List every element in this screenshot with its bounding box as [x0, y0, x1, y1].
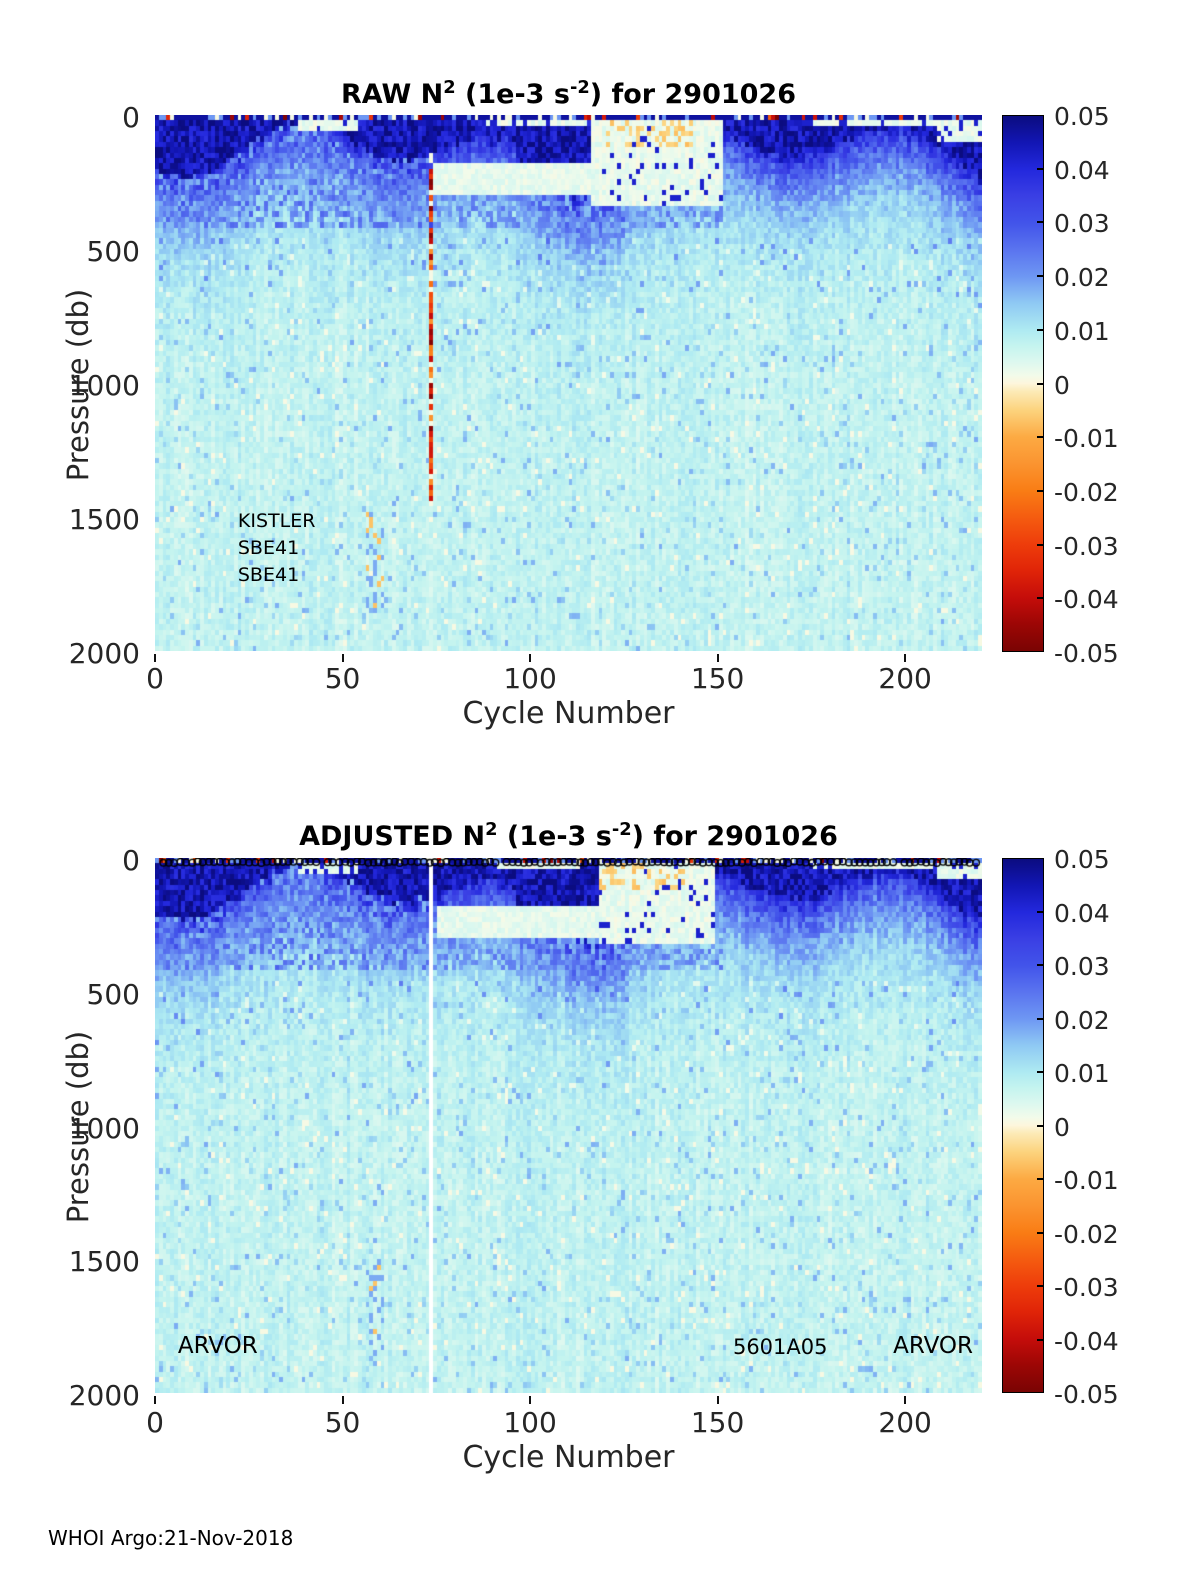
colorbar-tick-label: -0.02: [1054, 1219, 1119, 1249]
colorbar-tick-label: -0.04: [1054, 1326, 1119, 1356]
y-tick-label: 1000: [68, 1111, 140, 1145]
x-tick-label: 100: [503, 662, 557, 695]
colorbar-tick-label: 0.05: [1054, 102, 1110, 131]
x-tick-mark: [716, 1396, 719, 1404]
adjusted-x-axis-line: [155, 1394, 984, 1396]
colorbar-tick-mark: [1037, 1231, 1044, 1234]
x-tick-mark: [529, 654, 532, 662]
colorbar-tick-label: 0.03: [1054, 209, 1110, 239]
colorbar-tick-mark: [1037, 1071, 1044, 1073]
raw-plot-title: RAW N2 (1e-3 s-2) for 2901026: [155, 78, 982, 110]
plot-annotation: KISTLER: [237, 510, 316, 533]
colorbar-tick-label: -0.01: [1054, 1166, 1119, 1195]
title-sup: 2: [485, 819, 498, 840]
colorbar-tick-label: -0.03: [1054, 1273, 1119, 1302]
x-tick-label: 0: [146, 662, 164, 695]
colorbar-tick-mark: [1037, 436, 1044, 439]
y-tick-label: 0: [122, 101, 140, 134]
plot-annotation: ARVOR: [177, 1333, 258, 1360]
x-tick-label: 150: [690, 1406, 745, 1439]
colorbar-tick-label: 0.01: [1054, 316, 1110, 346]
y-tick-label: 500: [86, 235, 140, 268]
colorbar-tick-label: 0: [1054, 1112, 1070, 1142]
colorbar-tick-label: -0.03: [1054, 531, 1119, 561]
plot-annotation: ARVOR: [893, 1333, 973, 1360]
colorbar-tick-label: 0: [1054, 370, 1070, 400]
y-tick-label: 2000: [68, 637, 140, 670]
y-tick-label: 1500: [68, 503, 140, 536]
plot-annotation: SBE41: [237, 536, 300, 559]
colorbar-tick-label: 0.04: [1054, 898, 1110, 928]
colorbar-tick-mark: [1037, 167, 1044, 170]
colorbar-tick-mark: [1037, 489, 1044, 492]
plot-annotation: 5601A05: [732, 1334, 828, 1359]
colorbar-tick-mark: [1037, 328, 1044, 331]
colorbar-tick-label: 0.01: [1054, 1059, 1110, 1088]
x-tick-label: 150: [690, 662, 745, 695]
x-tick-mark: [154, 654, 156, 662]
colorbar-tick-label: 0.02: [1054, 1005, 1110, 1035]
y-tick-label: 1500: [68, 1245, 140, 1279]
x-tick-label: 50: [324, 1406, 361, 1439]
colorbar-tick-label: -0.04: [1054, 585, 1119, 615]
raw-x-axis-title: Cycle Number: [462, 696, 675, 731]
x-tick-label: 200: [878, 662, 932, 695]
x-tick-mark: [904, 1396, 907, 1404]
x-tick-label: 200: [878, 1406, 932, 1439]
x-tick-mark: [341, 1396, 344, 1404]
y-tick-label: 500: [86, 977, 140, 1011]
x-tick-label: 50: [324, 662, 361, 695]
adjusted-heatmap: [155, 858, 982, 1393]
colorbar-tick-mark: [1037, 543, 1044, 546]
colorbar-tick-mark: [1037, 1338, 1044, 1341]
colorbar-tick-label: 0.05: [1054, 845, 1110, 874]
colorbar-tick-label: 0.02: [1054, 263, 1110, 293]
x-tick-mark: [904, 654, 907, 662]
title-sup: 2: [443, 77, 456, 98]
adjusted-x-axis-title: Cycle Number: [462, 1440, 675, 1475]
footer-credit: WHOI Argo:21-Nov-2018: [48, 1526, 294, 1550]
colorbar-tick-mark: [1037, 1285, 1044, 1287]
y-tick-label: 2000: [68, 1379, 140, 1412]
colorbar-tick-label: -0.05: [1054, 639, 1119, 668]
colorbar-tick-label: -0.01: [1054, 424, 1119, 454]
x-tick-mark: [529, 1396, 532, 1404]
x-tick-label: 0: [146, 1406, 164, 1439]
x-tick-mark: [154, 1396, 156, 1404]
colorbar-tick-label: 0.04: [1054, 155, 1110, 185]
raw-heatmap: [155, 115, 982, 651]
title-text: RAW N: [340, 79, 444, 110]
y-tick-label: 1000: [68, 369, 140, 402]
colorbar-tick-mark: [1037, 597, 1044, 600]
colorbar-tick-mark: [1037, 221, 1044, 224]
title-text: (1e-3 s: [455, 79, 570, 110]
colorbar-tick-mark: [1037, 964, 1044, 966]
title-sup: -2: [611, 819, 632, 840]
title-text: (1e-3 s: [497, 821, 612, 852]
colorbar-tick-label: -0.05: [1054, 1380, 1119, 1409]
title-text: ) for 2901026: [589, 79, 797, 110]
x-tick-label: 100: [503, 1406, 557, 1439]
colorbar-tick-mark: [1037, 275, 1044, 278]
colorbar-tick-mark: [1037, 1124, 1044, 1127]
colorbar-tick-label: -0.02: [1054, 477, 1119, 507]
colorbar-tick-label: 0.03: [1054, 952, 1110, 981]
adjusted-plot-title: ADJUSTED N2 (1e-3 s-2) for 2901026: [155, 820, 982, 852]
colorbar-tick-mark: [1037, 910, 1044, 913]
colorbar-tick-mark: [1037, 1017, 1044, 1020]
x-tick-mark: [341, 654, 344, 662]
colorbar-tick-mark: [1037, 382, 1044, 385]
x-tick-mark: [716, 654, 719, 662]
title-text: ) for 2901026: [631, 821, 838, 852]
plot-annotation: SBE41: [237, 563, 300, 586]
raw-x-axis-line: [155, 652, 984, 654]
y-tick-label: 0: [122, 844, 140, 877]
title-text: ADJUSTED N: [299, 821, 486, 852]
title-sup: -2: [569, 77, 590, 98]
colorbar-tick-mark: [1037, 1178, 1044, 1180]
